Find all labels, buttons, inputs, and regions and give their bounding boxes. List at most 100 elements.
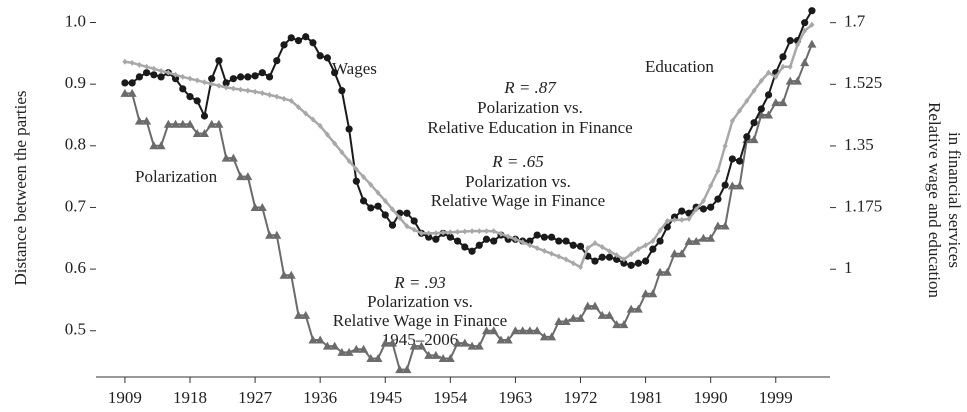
point xyxy=(332,140,338,147)
annotation: Relative Education in Finance xyxy=(427,118,632,137)
point xyxy=(460,338,470,347)
point xyxy=(359,197,368,205)
point xyxy=(547,233,556,241)
point xyxy=(672,216,678,223)
point xyxy=(525,326,535,335)
point xyxy=(215,57,223,65)
point xyxy=(707,203,715,211)
point xyxy=(221,153,231,162)
point xyxy=(490,237,498,245)
point xyxy=(250,202,260,211)
annotation: Relative Wage in Finance xyxy=(431,191,605,210)
point xyxy=(713,221,723,230)
x-tick-label: 1981 xyxy=(629,388,663,407)
point xyxy=(179,85,187,93)
point xyxy=(510,326,520,335)
point xyxy=(453,338,463,347)
point xyxy=(691,236,701,245)
point xyxy=(563,256,569,263)
y2-axis-label: in financial services xyxy=(945,132,964,268)
point xyxy=(787,63,793,70)
point xyxy=(251,72,259,80)
point xyxy=(425,233,433,241)
point xyxy=(324,131,330,138)
point xyxy=(505,233,511,240)
annotation: R = .65 xyxy=(491,152,544,171)
point xyxy=(323,54,332,62)
point xyxy=(520,239,526,246)
point xyxy=(619,320,629,329)
point xyxy=(526,237,534,245)
point xyxy=(281,95,287,102)
point xyxy=(800,58,810,67)
point xyxy=(265,230,275,239)
point xyxy=(389,206,395,213)
point xyxy=(150,71,158,79)
annotation: R = .87 xyxy=(503,78,557,97)
point xyxy=(149,141,159,150)
point xyxy=(438,354,448,363)
point xyxy=(554,317,564,326)
point xyxy=(382,197,388,204)
point xyxy=(287,34,295,42)
point xyxy=(778,98,788,107)
point xyxy=(346,158,352,165)
point xyxy=(252,88,258,95)
y-axis-label: Distance between the parties xyxy=(11,91,30,286)
point xyxy=(562,237,570,245)
point xyxy=(274,93,280,100)
point xyxy=(794,41,800,48)
point xyxy=(512,236,518,243)
point xyxy=(650,238,656,245)
point xyxy=(453,237,462,245)
point xyxy=(714,195,722,203)
point xyxy=(199,128,209,137)
point xyxy=(135,73,143,81)
point xyxy=(641,257,650,265)
point xyxy=(201,79,207,86)
annotation: Polarization xyxy=(135,167,218,186)
y-tick-label: 1.0 xyxy=(65,11,86,30)
point xyxy=(331,69,339,77)
point xyxy=(359,344,369,353)
point xyxy=(604,310,614,319)
point xyxy=(411,226,417,233)
point xyxy=(780,63,786,70)
point xyxy=(807,39,817,48)
y-tick-label: 0.5 xyxy=(65,320,86,339)
point xyxy=(534,245,540,252)
point xyxy=(387,338,397,347)
point xyxy=(655,267,665,276)
point xyxy=(265,73,274,81)
point xyxy=(686,215,692,222)
point xyxy=(491,228,497,235)
point xyxy=(626,304,636,313)
point xyxy=(708,182,714,189)
point xyxy=(592,240,598,247)
point xyxy=(764,110,774,119)
point xyxy=(590,301,600,310)
point xyxy=(597,310,607,319)
point xyxy=(216,82,222,89)
point xyxy=(308,335,318,344)
point xyxy=(316,52,324,60)
point xyxy=(120,88,130,97)
point xyxy=(374,202,382,210)
point xyxy=(375,189,381,196)
point xyxy=(540,233,548,241)
point xyxy=(337,347,347,356)
series-line xyxy=(124,10,813,267)
point xyxy=(736,157,744,165)
point xyxy=(527,242,533,249)
point xyxy=(766,69,772,76)
point xyxy=(578,264,584,271)
point xyxy=(194,77,200,84)
y2-tick-label: 1.525 xyxy=(844,73,882,92)
point xyxy=(410,217,418,225)
point xyxy=(208,75,216,83)
point xyxy=(496,335,506,344)
point xyxy=(744,97,750,104)
point xyxy=(657,227,663,234)
point xyxy=(185,119,195,128)
point xyxy=(598,253,606,261)
